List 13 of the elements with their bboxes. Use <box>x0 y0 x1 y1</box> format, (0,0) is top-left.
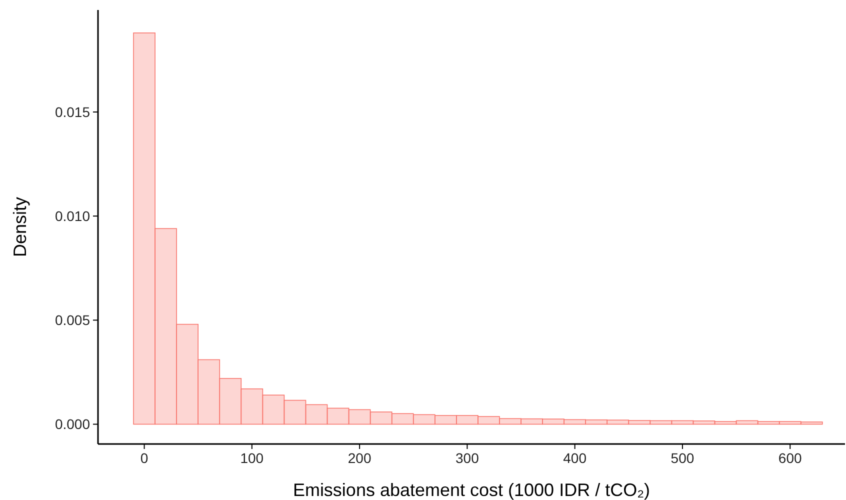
x-tick-label: 400 <box>563 450 587 466</box>
y-tick-label: 0.010 <box>54 208 90 224</box>
x-tick-label: 100 <box>240 450 264 466</box>
x-tick-label: 600 <box>778 450 802 466</box>
x-tick-label: 200 <box>348 450 372 466</box>
x-tick-label: 300 <box>456 450 480 466</box>
y-tick-label: 0.015 <box>54 104 90 120</box>
x-tick-label: 0 <box>140 450 148 466</box>
y-tick-label: 0.005 <box>54 312 90 328</box>
y-tick-label: 0.000 <box>54 416 90 432</box>
y-axis-title: Density <box>10 196 30 258</box>
x-tick-label: 500 <box>670 450 694 466</box>
x-axis-title: Emissions abatement cost (1000 IDR / tCO₂) <box>292 480 650 500</box>
